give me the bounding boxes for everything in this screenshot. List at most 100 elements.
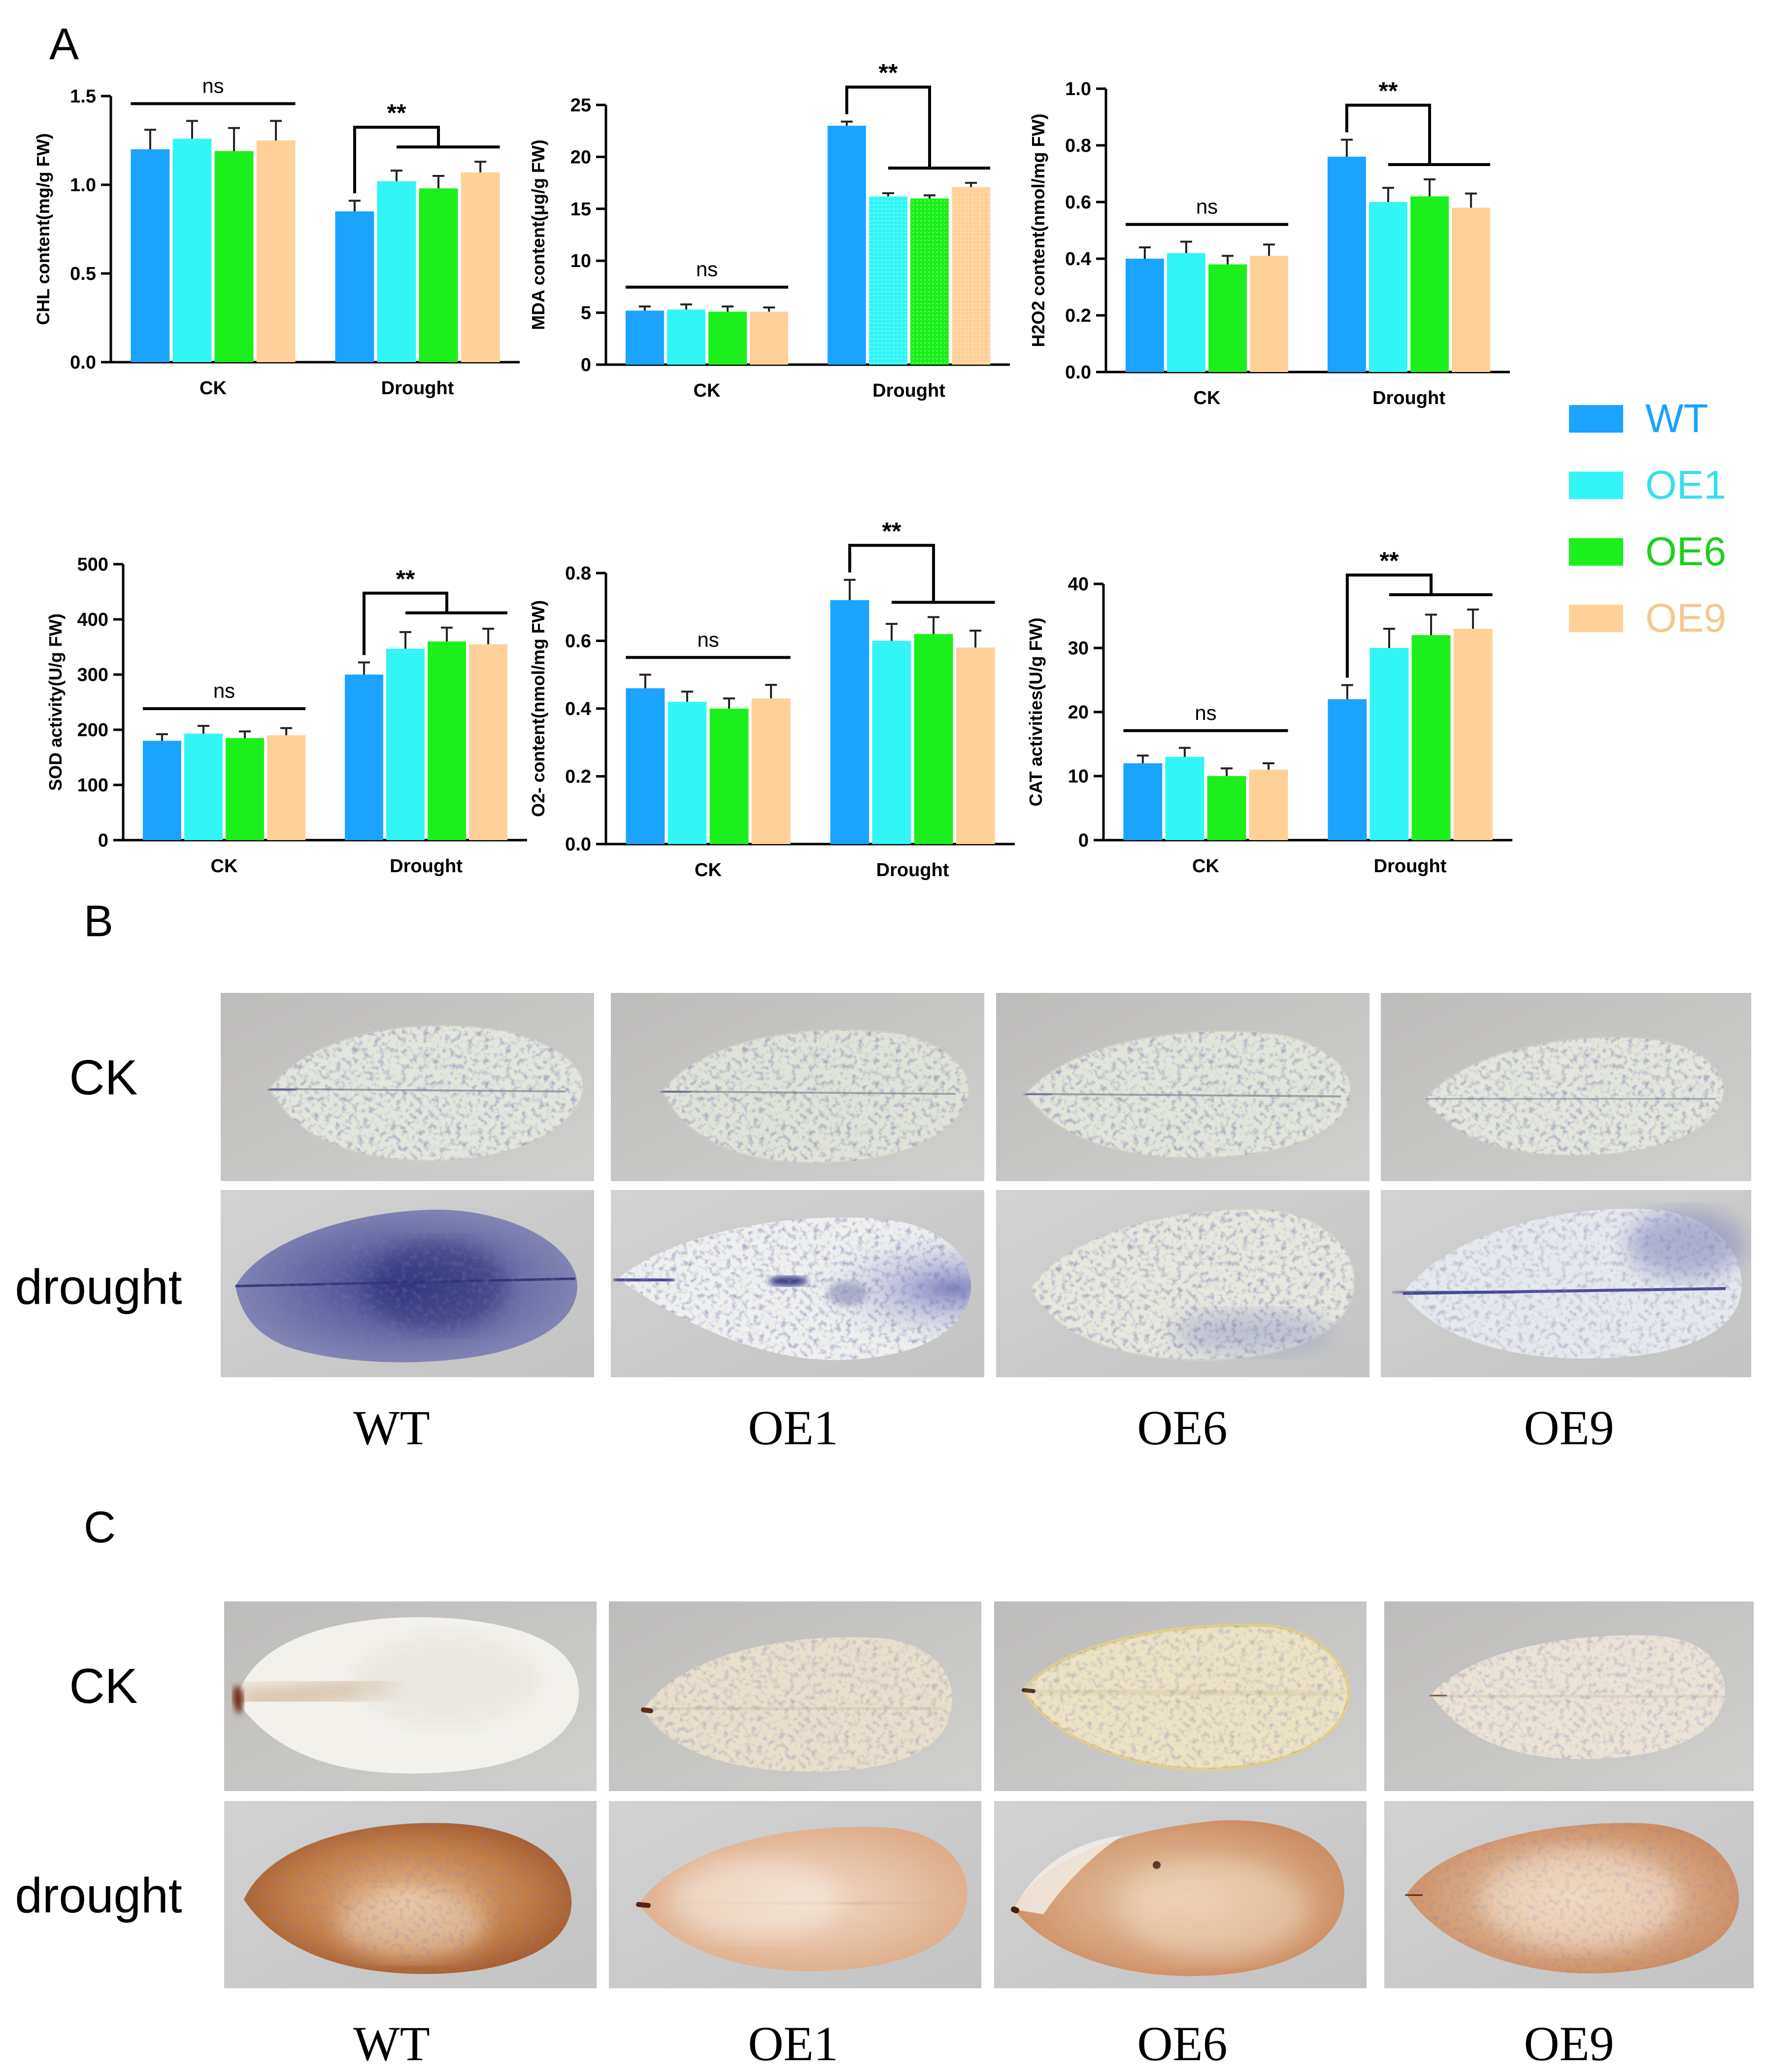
- y-axis-label: SOD activity(U/g FW): [45, 613, 66, 791]
- significance-label: **: [1380, 547, 1399, 575]
- y-axis-label: CHL content(mg/g FW): [33, 133, 53, 325]
- ns-label: ns: [696, 258, 718, 281]
- bar-wt-ck: [625, 310, 664, 365]
- legend-swatch-oe9: [1569, 605, 1623, 632]
- staining-b-ck-oe1: [611, 993, 984, 1181]
- y-tick-label: 0: [581, 355, 591, 375]
- staining-c-drought-oe6: [994, 1801, 1367, 1988]
- x-tick-label: Drought: [872, 380, 945, 401]
- significance-bracket: [353, 126, 440, 194]
- y-axis-label: O2- content(nmol/mg FW): [528, 600, 548, 817]
- y-tick-label: 500: [77, 554, 108, 575]
- y-tick-label: 10: [570, 251, 591, 272]
- staining-b-drought-wt: [221, 1190, 594, 1377]
- x-tick-label: Drought: [381, 378, 454, 399]
- y-tick-label: 400: [77, 610, 108, 630]
- y-tick-label: 20: [1068, 702, 1089, 723]
- bar-oe1-ck: [1165, 757, 1204, 840]
- bar-oe9-ck: [750, 311, 789, 365]
- bar-oe6-ck: [214, 151, 254, 362]
- bar-oe6-drought: [1411, 635, 1451, 840]
- staining-b-drought-oe1: [611, 1190, 984, 1377]
- bar-wt-ck: [626, 688, 665, 844]
- bar-oe6-drought: [428, 641, 466, 840]
- legend-item-wt: WT: [1569, 396, 1708, 441]
- bar-oe9-drought: [469, 644, 508, 840]
- staining-b-ck-oe6: [996, 993, 1369, 1181]
- legend-swatch-oe6: [1569, 538, 1623, 566]
- y-tick-label: 40: [1068, 574, 1089, 595]
- staining-b-col-oe9: OE9: [1524, 1400, 1614, 1455]
- bar-oe6-ck: [709, 709, 749, 844]
- staining-c-col-oe6: OE6: [1137, 2016, 1228, 2071]
- y-tick-label: 100: [77, 775, 108, 796]
- staining-b-row-ck: CK: [69, 1050, 138, 1105]
- y-axis-label: MDA content(μg/g FW): [528, 139, 548, 330]
- bar-oe9-ck: [1250, 256, 1289, 372]
- significance-label: **: [1379, 77, 1398, 105]
- legend-label-oe1: OE1: [1645, 463, 1727, 508]
- y-tick-label: 0.4: [565, 699, 591, 719]
- bar-wt-drought: [344, 675, 383, 840]
- significance-bracket: [1345, 574, 1433, 678]
- panel-letter-c: C: [84, 1503, 116, 1552]
- significance-label: **: [396, 565, 415, 593]
- y-tick-label: 0.0: [70, 352, 96, 373]
- bar-oe9-drought: [956, 647, 995, 844]
- x-tick-label: Drought: [1374, 856, 1447, 877]
- bar-oe6-drought: [914, 634, 953, 844]
- staining-c-row-drought: drought: [15, 1868, 182, 1923]
- staining-b-ck-wt: [221, 993, 594, 1181]
- bar-wt-drought: [1327, 157, 1366, 372]
- staining-b-row-drought: drought: [15, 1259, 182, 1315]
- panel-letter-b: B: [84, 897, 114, 946]
- legend-item-oe1: OE1: [1569, 463, 1726, 508]
- ns-label: ns: [1195, 701, 1216, 724]
- legend-label-oe9: OE9: [1645, 596, 1727, 641]
- x-tick-label: Drought: [1372, 388, 1445, 408]
- x-tick-label: CK: [200, 378, 227, 399]
- bar-oe1-drought: [869, 196, 907, 365]
- y-tick-label: 0.6: [565, 631, 591, 652]
- staining-c-ck-wt: [224, 1601, 597, 1791]
- staining-b-drought-oe9: [1381, 1190, 1751, 1377]
- y-tick-label: 0: [98, 830, 108, 851]
- staining-c-col-oe1: OE1: [748, 2016, 838, 2071]
- bar-oe1-drought: [386, 648, 425, 840]
- y-tick-label: 15: [570, 199, 591, 220]
- bar-wt-ck: [131, 149, 170, 362]
- bar-wt-ck: [142, 741, 181, 840]
- staining-b-col-wt: WT: [353, 1400, 430, 1455]
- bar-oe1-drought: [1369, 648, 1409, 840]
- bar-oe6-drought: [419, 188, 458, 362]
- bar-wt-drought: [827, 126, 866, 365]
- y-tick-label: 5: [581, 303, 591, 324]
- legend: WT OE1 OE6 OE9: [1569, 396, 1766, 653]
- y-tick-label: 30: [1068, 638, 1089, 659]
- significance-label: **: [879, 59, 898, 87]
- significance-bracket: [362, 591, 449, 655]
- ns-label: ns: [697, 628, 719, 651]
- y-tick-label: 1.0: [70, 175, 96, 196]
- x-tick-label: CK: [694, 380, 721, 401]
- y-tick-label: 0.5: [70, 264, 96, 284]
- significance-bracket: [845, 85, 932, 169]
- staining-c-ck-oe6: [994, 1601, 1367, 1791]
- staining-c-drought-wt: [224, 1801, 597, 1988]
- x-tick-label: CK: [1192, 856, 1219, 877]
- bar-wt-drought: [830, 600, 869, 844]
- bar-oe6-ck: [226, 738, 264, 840]
- chart-h2o2-content: 0.0 0.2 0.4 0.6 0.8 1.0 H2O2 content(nmol/mg F…: [1028, 77, 1510, 408]
- legend-label-wt: WT: [1645, 396, 1708, 441]
- legend-label-oe6: OE6: [1645, 529, 1727, 574]
- bar-oe6-drought: [1410, 196, 1449, 372]
- bar-oe9-drought: [952, 187, 991, 365]
- x-tick-label: CK: [1194, 388, 1221, 408]
- y-tick-label: 0.2: [565, 767, 591, 787]
- chart-mda-content: 0 5 10 15 20 25 MDA content(μg/g FW) CK Drought n…: [528, 59, 1010, 401]
- y-tick-label: 10: [1068, 766, 1089, 787]
- legend-swatch-wt: [1569, 405, 1623, 433]
- bar-oe1-ck: [668, 702, 707, 844]
- chart-cat-activities: 0 10 20 30 40 CAT activities(U/g FW) CK Drought…: [1026, 547, 1512, 877]
- bar-oe1-ck: [172, 138, 212, 362]
